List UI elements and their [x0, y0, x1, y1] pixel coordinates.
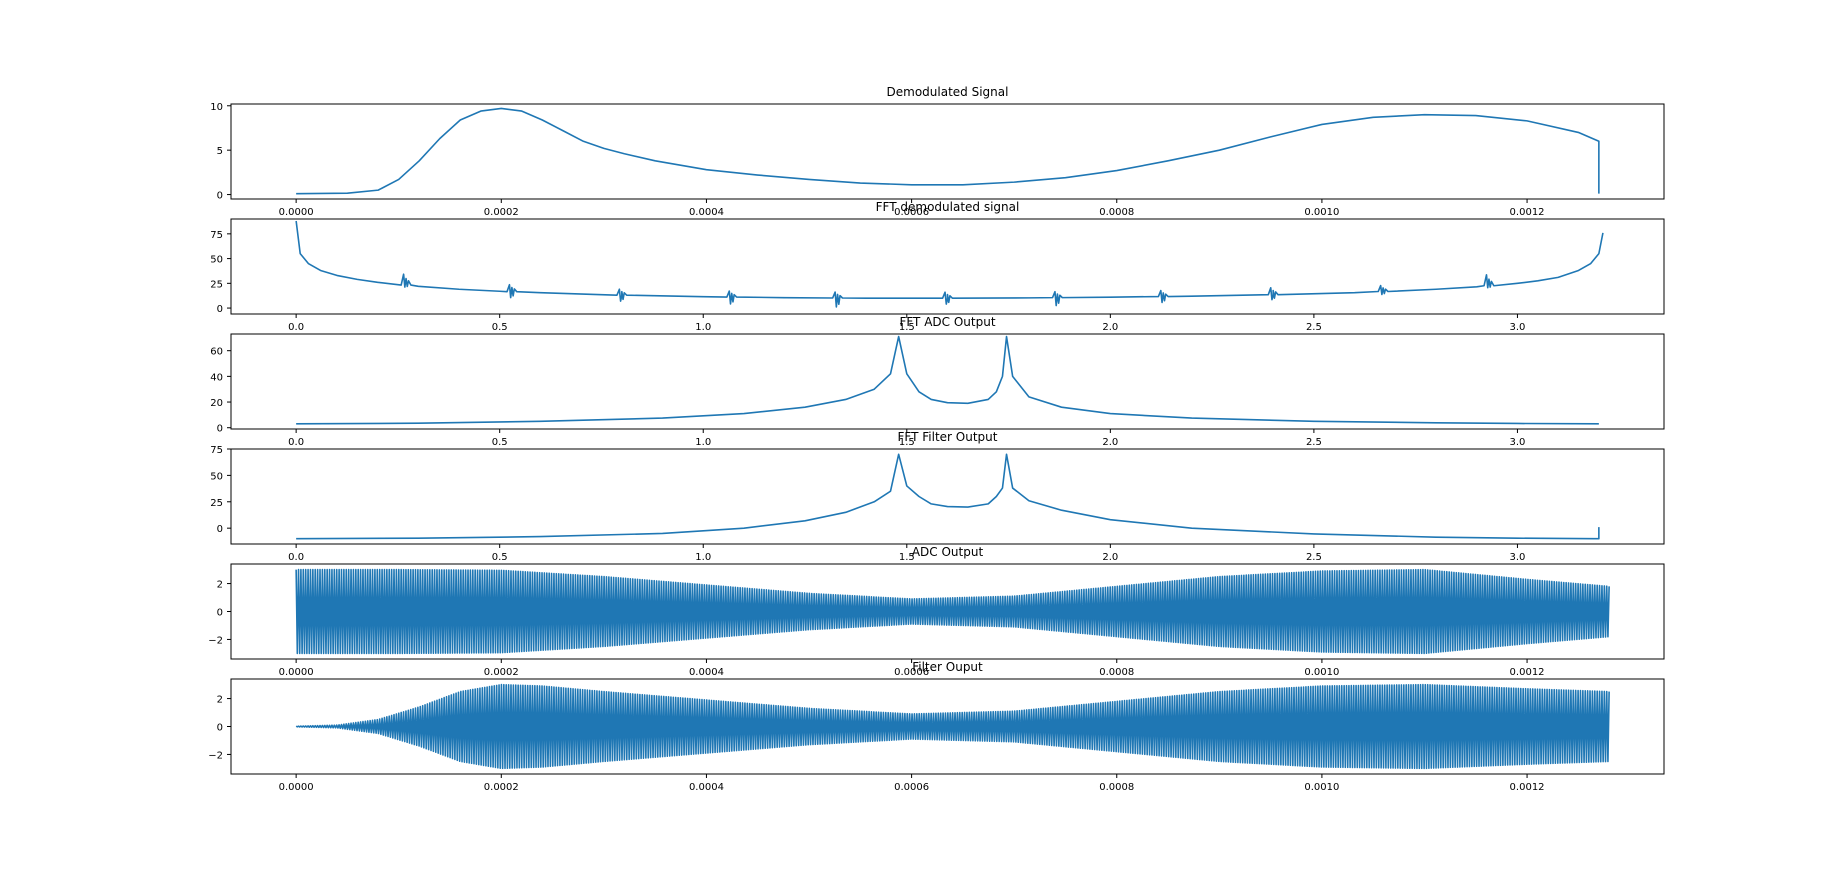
- x-tick-label: 2.5: [1306, 437, 1322, 448]
- subplot-5: 0.0000 0.0002 0.0004 0.0006 0.0008 0.0010 0.00…: [208, 545, 1665, 678]
- series-line: [296, 453, 1600, 540]
- y-tick-label: 25: [210, 498, 223, 509]
- x-tick-label: 2.5: [1306, 552, 1322, 563]
- y-tick-label: 20: [210, 398, 223, 409]
- x-tick-label: 2.0: [1102, 322, 1118, 333]
- subplot-title: FFT demodulated signal: [876, 200, 1020, 214]
- series-line: [295, 683, 1610, 770]
- x-tick-label: 1.0: [695, 437, 711, 448]
- axes-frame: [230, 333, 1665, 430]
- x-tick-label: 0.5: [492, 322, 508, 333]
- y-tick-label: 75: [210, 445, 223, 456]
- x-tick-label: 2.0: [1102, 437, 1118, 448]
- y-tick-label: 40: [210, 372, 223, 383]
- x-tick-label: 0.0006: [894, 207, 929, 218]
- y-tick-label: 2: [217, 695, 223, 706]
- x-tick-label: 0.0012: [1510, 667, 1545, 678]
- axes-frame: [230, 218, 1665, 315]
- x-tick-label: 0.0006: [894, 667, 929, 678]
- subplot-title: Filter Ouput: [912, 660, 983, 674]
- x-tick-label: 0.0: [288, 437, 304, 448]
- x-tick-label: 0.0008: [1099, 207, 1134, 218]
- y-tick-label: 75: [210, 230, 223, 241]
- subplot-title: Demodulated Signal: [887, 85, 1009, 99]
- y-tick-label: 50: [210, 471, 223, 482]
- x-tick-label: 0.5: [492, 437, 508, 448]
- axes-frame: [230, 448, 1665, 545]
- x-tick-label: 3.0: [1509, 552, 1525, 563]
- x-tick-label: 2.0: [1102, 552, 1118, 563]
- series-line: [296, 335, 1599, 425]
- x-tick-label: 0.0008: [1099, 782, 1134, 793]
- y-tick-label: 0: [217, 608, 223, 619]
- x-tick-label: 1.5: [899, 322, 915, 333]
- x-tick-label: 1.5: [899, 552, 915, 563]
- subplot-title: FFT ADC Output: [899, 315, 995, 329]
- y-tick-label: 60: [210, 347, 223, 358]
- x-tick-label: 0.0000: [279, 782, 314, 793]
- y-tick-label: 0: [217, 723, 223, 734]
- x-tick-label: 0.0: [288, 552, 304, 563]
- subplot-3: 0.0 0.5 1.0 1.5 2.0 2.5 3.0 0 20 40 60 FFT ADC Outp…: [210, 315, 1665, 448]
- x-tick-label: 0.0010: [1304, 207, 1339, 218]
- x-tick-label: 0.0008: [1099, 667, 1134, 678]
- x-tick-label: 0.5: [492, 552, 508, 563]
- y-tick-label: 0: [217, 304, 223, 315]
- series-line: [295, 220, 1604, 308]
- x-tick-label: 0.0004: [689, 207, 724, 218]
- y-tick-label: 5: [217, 146, 223, 157]
- subplot-6: 0.0000 0.0002 0.0004 0.0006 0.0008 0.0010 0.00…: [208, 660, 1665, 793]
- subplot-title: FFT Filter Output: [898, 430, 998, 444]
- x-tick-label: 0.0004: [689, 782, 724, 793]
- x-tick-label: 0.0012: [1510, 207, 1545, 218]
- x-tick-label: 0.0012: [1510, 782, 1545, 793]
- x-tick-label: 0.0000: [279, 667, 314, 678]
- y-tick-label: 25: [210, 279, 223, 290]
- y-tick-label: −2: [208, 635, 223, 646]
- y-tick-label: 2: [217, 580, 223, 591]
- x-tick-label: 0.0010: [1304, 667, 1339, 678]
- subplot-4: 0.0 0.5 1.0 1.5 2.0 2.5 3.0 0 25 50 75 FFT Filter O…: [210, 430, 1665, 563]
- x-tick-label: 0.0004: [689, 667, 724, 678]
- series-line: [295, 568, 1610, 655]
- x-tick-label: 0.0010: [1304, 782, 1339, 793]
- x-tick-label: 0.0002: [484, 782, 519, 793]
- y-tick-label: −2: [208, 750, 223, 761]
- x-tick-label: 3.0: [1509, 322, 1525, 333]
- subplot-1: 0.0000 0.0002 0.0004 0.0006 0.0008 0.0010 0.00…: [210, 85, 1665, 218]
- subplot-title: ADC Output: [912, 545, 984, 559]
- x-tick-label: 0.0: [288, 322, 304, 333]
- y-tick-label: 0: [217, 191, 223, 202]
- x-tick-label: 0.0006: [894, 782, 929, 793]
- series-line: [296, 107, 1600, 195]
- x-tick-label: 0.0002: [484, 667, 519, 678]
- x-tick-label: 0.0000: [279, 207, 314, 218]
- y-tick-label: 0: [217, 424, 223, 435]
- x-tick-label: 0.0002: [484, 207, 519, 218]
- x-tick-label: 1.0: [695, 322, 711, 333]
- x-tick-label: 1.0: [695, 552, 711, 563]
- x-tick-label: 3.0: [1509, 437, 1525, 448]
- axes-frame: [230, 103, 1665, 200]
- x-tick-label: 1.5: [899, 437, 915, 448]
- y-tick-label: 0: [217, 524, 223, 535]
- y-tick-label: 10: [210, 102, 223, 113]
- y-tick-label: 50: [210, 255, 223, 266]
- subplot-2: 0.0 0.5 1.0 1.5 2.0 2.5 3.0 0 25 50 75 FFT demodula…: [210, 200, 1665, 333]
- x-tick-label: 2.5: [1306, 322, 1322, 333]
